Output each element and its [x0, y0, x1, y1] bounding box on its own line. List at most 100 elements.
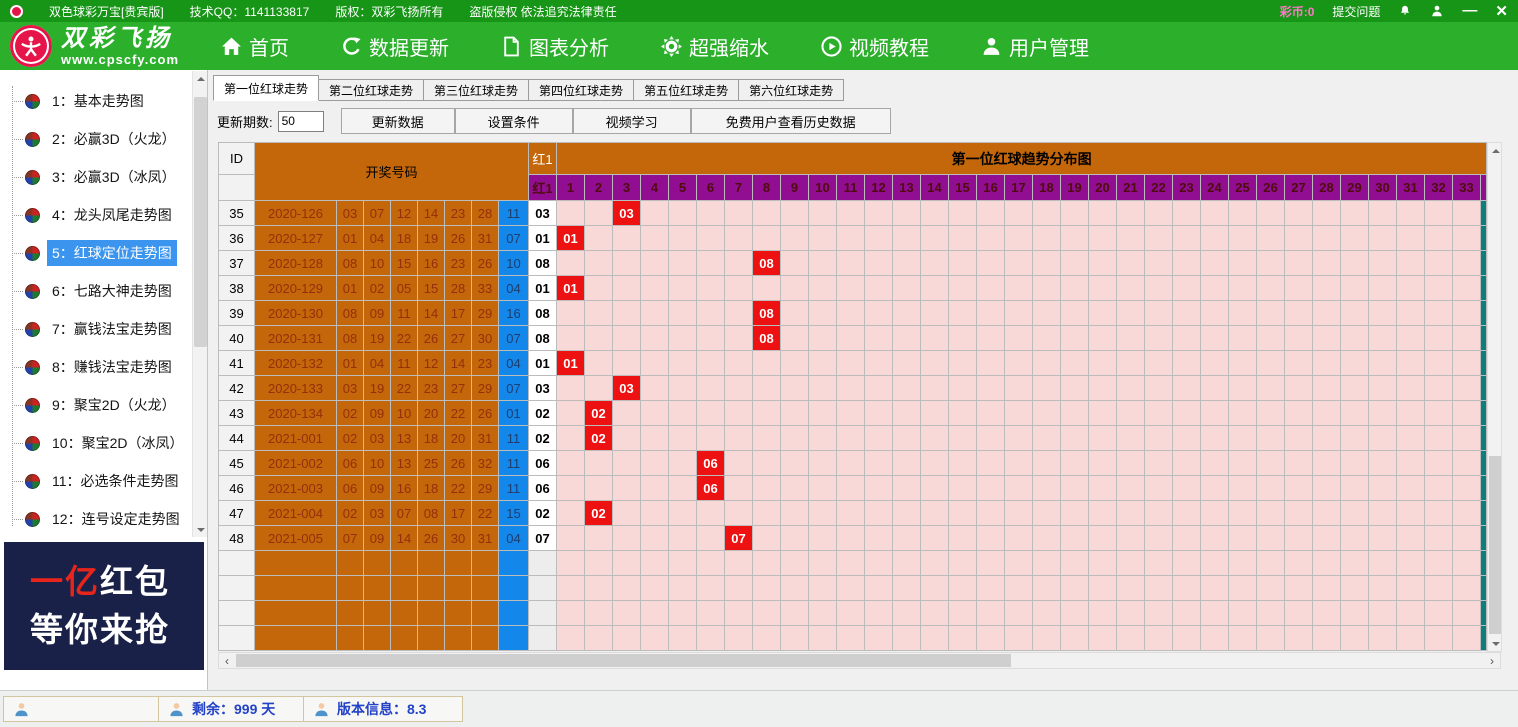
- trend-cell: [864, 625, 894, 651]
- red-packet-ad[interactable]: 一亿红包 等你来抢: [4, 542, 204, 670]
- trend-cell: [1088, 550, 1118, 576]
- table-vscrollbar-thumb[interactable]: [1489, 456, 1502, 634]
- sidebar-item-label: 4：龙头凤尾走势图: [52, 207, 172, 223]
- sidebar-item-9[interactable]: 9：聚宝2D（火龙）: [8, 386, 207, 424]
- tab-red-position-4[interactable]: 第四位红球走势: [528, 79, 635, 101]
- trend-cell: [556, 600, 586, 626]
- trend-cell: [1396, 250, 1426, 276]
- table-vertical-scrollbar[interactable]: [1487, 142, 1503, 652]
- red-ball-cell: [417, 550, 445, 576]
- tab-red-position-5[interactable]: 第五位红球走势: [633, 79, 740, 101]
- trend-cell: [724, 300, 754, 326]
- trend-cell: [668, 250, 698, 276]
- trend-cell: [808, 325, 838, 351]
- trend-cell: [1088, 400, 1118, 426]
- red-ball-cell: [471, 600, 499, 626]
- tab-red-position-3[interactable]: 第三位红球走势: [423, 79, 530, 101]
- trend-cell: [1116, 350, 1146, 376]
- trend-hit-cell: 03: [612, 375, 642, 401]
- sidebar-scrollbar[interactable]: [192, 71, 207, 537]
- trend-cell: [724, 500, 754, 526]
- trend-cell: [1144, 600, 1174, 626]
- trend-cell: [668, 325, 698, 351]
- trend-cell: [976, 375, 1006, 401]
- period-cell: 2020-133: [254, 375, 337, 401]
- minimize-button[interactable]: —: [1462, 2, 1478, 19]
- trend-cell: [920, 475, 950, 501]
- trend-cell: [668, 500, 698, 526]
- tab-red-position-2[interactable]: 第二位红球走势: [318, 79, 425, 101]
- row-id-cell: 46: [218, 475, 255, 501]
- red-ball-cell: 07: [363, 200, 391, 226]
- trend-cell: [1396, 575, 1426, 601]
- trend-cell: [556, 425, 586, 451]
- submit-question-button[interactable]: 提交问题: [1332, 4, 1381, 19]
- sidebar-item-5[interactable]: 5：红球定位走势图: [8, 234, 207, 272]
- scroll-up-arrow-icon[interactable]: [193, 71, 208, 86]
- video-learning-button[interactable]: 视频学习: [572, 108, 691, 134]
- table-scroll-up-icon[interactable]: [1488, 143, 1503, 158]
- trend-cell: [752, 500, 782, 526]
- id-subheader-empty: [218, 174, 255, 201]
- trend-cell: [584, 525, 614, 551]
- nav-item-charts[interactable]: 图表分析: [501, 32, 609, 61]
- table-horizontal-scrollbar[interactable]: ‹ ›: [218, 652, 1501, 669]
- sidebar-item-label: 6：七路大神走势图: [52, 283, 172, 299]
- period-input[interactable]: [277, 110, 324, 132]
- nav-item-shrink[interactable]: 超强缩水: [661, 32, 769, 61]
- trend-cell: [1424, 500, 1454, 526]
- trend-cell: [780, 625, 810, 651]
- trend-cell: [1424, 525, 1454, 551]
- nav-item-update[interactable]: 数据更新: [341, 32, 449, 61]
- sidebar-scrollbar-thumb[interactable]: [194, 97, 207, 347]
- close-button[interactable]: ✕: [1495, 3, 1508, 20]
- tab-red-position-6[interactable]: 第六位红球走势: [738, 79, 845, 101]
- sidebar-item-7[interactable]: 7：赢钱法宝走势图: [8, 310, 207, 348]
- trend-cell: [836, 475, 866, 501]
- coin-balance: 彩币:0: [1279, 4, 1315, 19]
- sidebar-item-2[interactable]: 2：必赢3D（火龙）: [8, 120, 207, 158]
- bell-icon[interactable]: [1398, 4, 1412, 18]
- trend-cell: [584, 225, 614, 251]
- sidebar-item-4[interactable]: 4：龙头凤尾走势图: [8, 196, 207, 234]
- sidebar-item-11[interactable]: 11：必选条件走势图: [8, 462, 207, 500]
- sidebar-item-3[interactable]: 3：必赢3D（冰凤）: [8, 158, 207, 196]
- trend-cell: [1228, 425, 1258, 451]
- free-history-button[interactable]: 免费用户查看历史数据: [690, 108, 891, 134]
- red-ball-cell: [363, 575, 391, 601]
- tab-red-position-1[interactable]: 第一位红球走势: [213, 75, 320, 101]
- update-data-button[interactable]: 更新数据: [340, 108, 455, 134]
- table-scroll-right-icon[interactable]: ›: [1490, 653, 1494, 668]
- table-scroll-left-icon[interactable]: ‹: [225, 653, 229, 668]
- nav-item-video[interactable]: 视频教程: [821, 32, 929, 61]
- account-icon[interactable]: [1430, 4, 1444, 18]
- set-conditions-button[interactable]: 设置条件: [454, 108, 573, 134]
- sidebar-item-12[interactable]: 12：连号设定走势图: [8, 500, 207, 536]
- sidebar-item-6[interactable]: 6：七路大神走势图: [8, 272, 207, 310]
- status-person-icon: [315, 702, 328, 716]
- trend-cell: [780, 475, 810, 501]
- red-ball-cell: [444, 600, 472, 626]
- trend-hit-cell: 01: [556, 275, 586, 301]
- sidebar-item-8[interactable]: 8：赚钱法宝走势图: [8, 348, 207, 386]
- trend-cell: [808, 625, 838, 651]
- trend-cell: [1032, 475, 1062, 501]
- nav-item-users[interactable]: 用户管理: [981, 32, 1089, 61]
- trend-cell: [752, 200, 782, 226]
- trend-cell: [1340, 600, 1370, 626]
- table-hscrollbar-thumb[interactable]: [236, 654, 1011, 667]
- trend-cell: [668, 200, 698, 226]
- scroll-down-arrow-icon[interactable]: [193, 522, 208, 537]
- period-cell: [254, 575, 337, 601]
- trend-cell: [1368, 625, 1398, 651]
- trend-cell: [836, 375, 866, 401]
- red-ball-cell: 23: [417, 375, 445, 401]
- trend-cell: [724, 350, 754, 376]
- nav-item-home[interactable]: 首页: [221, 32, 289, 61]
- table-scroll-down-icon[interactable]: [1488, 636, 1503, 651]
- sidebar-item-1[interactable]: 1：基本走势图: [8, 82, 207, 120]
- trend-cell: [1004, 500, 1034, 526]
- blue-ball-cell: 11: [497, 200, 530, 226]
- trend-cell: [1060, 400, 1090, 426]
- sidebar-item-10[interactable]: 10：聚宝2D（冰凤）: [8, 424, 207, 462]
